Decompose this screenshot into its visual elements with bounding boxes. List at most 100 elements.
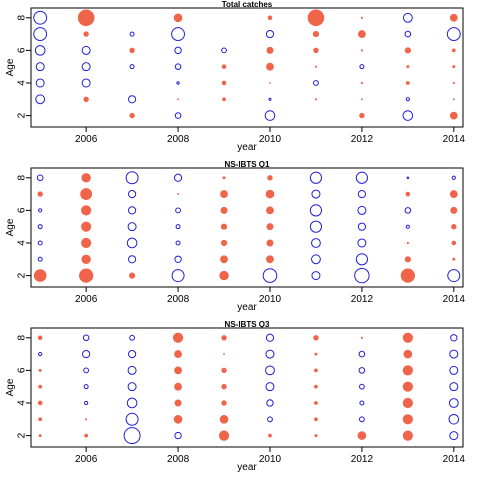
bubble-negative: [449, 431, 459, 441]
bubble-positive: [129, 112, 135, 119]
bubble-negative: [404, 207, 412, 214]
panel-ns-ibts-q1: NS-IBTS Q1 year Age 2006 2008 2010 2012 2014…: [5, 160, 465, 313]
bubble-negative: [125, 412, 139, 426]
bubble-positive: [221, 64, 227, 69]
bubble-negative: [404, 30, 412, 38]
x-tick-label: 2008: [167, 454, 190, 465]
bubble-positive: [449, 190, 458, 198]
bubble-negative: [129, 334, 136, 341]
panel-ns-ibts-q3: NS-IBTS Q3 year Age 2006 2008 2010 2012 2014…: [5, 320, 465, 473]
bubble-positive: [37, 400, 43, 406]
bubble-negative: [37, 224, 43, 230]
bubble-positive: [221, 80, 227, 86]
bubble-positive: [451, 240, 457, 246]
bubble-positive: [357, 30, 366, 38]
bubble-positive: [269, 82, 271, 84]
plot-frame: [30, 167, 464, 288]
bubble-positive: [174, 382, 182, 391]
bubble-positive: [357, 431, 367, 440]
bubble-negative: [83, 384, 89, 390]
bubble-positive: [83, 96, 89, 102]
bubble-negative: [313, 80, 319, 86]
x-tick-label: 2006: [75, 294, 98, 305]
bubble-negative: [175, 207, 181, 214]
bubble-positive: [268, 433, 272, 438]
bubble-positive: [81, 237, 92, 249]
bubble-positive: [452, 81, 455, 85]
bubble-positive: [81, 173, 91, 183]
bubble-positive: [174, 399, 182, 407]
bubble-positive: [405, 191, 411, 197]
bubble-positive: [220, 190, 228, 198]
bubble-positive: [267, 15, 273, 21]
bubble-negative: [357, 189, 366, 199]
bubble-positive: [402, 332, 413, 343]
bubble-negative: [265, 365, 275, 376]
bubble-positive: [265, 189, 275, 199]
bubble-negative: [37, 240, 43, 246]
bubble-positive: [218, 430, 230, 441]
bubble-positive: [177, 98, 179, 101]
bubble-positive: [402, 365, 413, 376]
bubble-positive: [451, 48, 456, 53]
bubble-positive: [81, 205, 92, 216]
bubble-positive: [174, 350, 182, 358]
bubble-negative: [175, 224, 181, 230]
bubble-negative: [265, 382, 275, 392]
bubble-negative: [265, 333, 275, 342]
bubble-negative: [82, 349, 91, 359]
bubble-negative: [36, 174, 44, 182]
bubble-positive: [172, 332, 184, 343]
bubble-positive: [404, 47, 411, 54]
bubble-positive: [84, 433, 89, 438]
bubble-positive: [452, 98, 455, 101]
bubble-negative: [446, 27, 461, 41]
bubble-positive: [80, 188, 93, 200]
bubble-negative: [358, 416, 365, 423]
bubble-positive: [266, 46, 274, 54]
y-tick-label: 4: [17, 400, 28, 406]
bubble-negative: [266, 399, 274, 407]
bubble-negative: [264, 110, 276, 121]
bubble-positive: [266, 206, 274, 215]
bubble-positive: [221, 383, 227, 390]
bubble-negative: [354, 267, 370, 284]
bubble-negative: [174, 46, 182, 55]
bubble-positive: [402, 430, 413, 441]
x-tick-label: 2006: [75, 454, 98, 465]
bubble-negative: [265, 29, 275, 39]
x-tick-label: 2010: [259, 294, 282, 305]
bubble-negative: [33, 10, 48, 25]
y-tick-label: 4: [17, 240, 28, 246]
x-tick-label: 2008: [167, 134, 190, 145]
bubble-positive: [220, 223, 228, 230]
bubble-positive: [221, 335, 227, 341]
bubble-positive: [129, 47, 135, 54]
bubble-positive: [314, 352, 318, 356]
bubble-negative: [359, 400, 365, 406]
bubble-positive: [267, 175, 273, 181]
bubble-positive: [79, 268, 94, 283]
bubble-positive: [220, 255, 228, 264]
bubble-negative: [311, 254, 321, 265]
bubble-positive: [406, 65, 410, 69]
bubble-negative: [450, 334, 458, 342]
bubble-negative: [127, 365, 137, 375]
bubble-negative: [405, 97, 410, 102]
bubble-positive: [449, 111, 458, 120]
bubble-negative: [358, 383, 365, 390]
bubble-positive: [220, 239, 228, 247]
bubble-positive: [404, 256, 411, 263]
bubble-negative: [171, 269, 185, 283]
bubble-negative: [449, 365, 459, 375]
bubble-positive: [313, 335, 319, 341]
bubble-negative: [129, 31, 135, 37]
bubble-positive: [360, 81, 363, 85]
bubble-negative: [129, 64, 135, 70]
bubble-negative: [82, 334, 90, 342]
bubble-positive: [314, 401, 318, 405]
bubble-negative: [174, 63, 182, 70]
bubble-negative: [176, 81, 180, 85]
bubble-negative: [449, 382, 459, 392]
y-tick-label: 8: [17, 335, 28, 341]
